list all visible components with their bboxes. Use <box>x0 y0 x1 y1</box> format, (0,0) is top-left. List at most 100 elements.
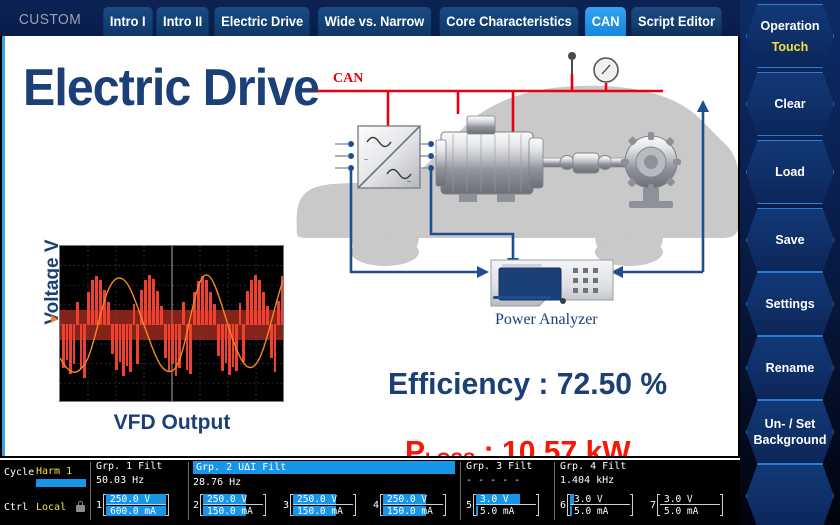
channel-current-fill <box>203 506 247 516</box>
channel-number: 7 <box>650 499 657 511</box>
channel-hline <box>660 504 721 505</box>
channel-voltage-fill <box>476 494 521 504</box>
channel-voltage-row: 250.0 V <box>106 494 167 505</box>
dynamometer-icon <box>621 132 681 208</box>
channel-1[interactable]: 1 250.0 V 600.0 mA <box>96 494 170 517</box>
ctrl-label: Ctrl <box>4 502 29 513</box>
group-4-block: Grp. 4 Filt 1.404 kHz <box>560 461 670 523</box>
drivetrain-diagram: CAN ~ ~ <box>291 38 738 358</box>
channel-bracket-left <box>380 494 384 516</box>
channel-number: 4 <box>373 499 380 511</box>
channel-number: 1 <box>96 499 103 511</box>
sidebar-button-load[interactable]: Load <box>746 140 834 204</box>
group-filter: Filt <box>262 462 287 473</box>
channel-current-row: 150.0 mA <box>383 506 443 517</box>
channel-6[interactable]: 6 3.0 V 5.0 mA <box>560 494 634 517</box>
channel-7[interactable]: 7 3.0 V 5.0 mA <box>650 494 724 517</box>
channel-5[interactable]: 5 3.0 V 5.0 mA <box>466 494 540 517</box>
group-2-header[interactable]: Grp. 2 UΔI Filt <box>193 461 455 474</box>
group-name: Grp. 4 <box>560 461 597 472</box>
group-mode: UΔI <box>238 462 257 473</box>
efficiency-value: 72.50 % <box>556 366 668 401</box>
svg-text:~: ~ <box>407 179 411 186</box>
channel-voltage-row: 250.0 V <box>383 494 443 505</box>
tab-can[interactable]: CAN <box>584 7 626 36</box>
group-4-frequency: 1.404 kHz <box>560 475 615 486</box>
tab-intro-ii[interactable]: Intro II <box>156 7 210 36</box>
channel-values: 3.0 V 5.0 mA <box>570 494 631 517</box>
channel-values: 250.0 V 150.0 mA <box>293 494 354 517</box>
tab-label: Script Editor <box>638 14 716 29</box>
cycle-value[interactable]: Harm 1 <box>36 466 73 477</box>
tab-wide-vs-narrow[interactable]: Wide vs. Narrow <box>317 7 431 36</box>
channel-current: 150.0 mA <box>387 506 433 517</box>
channel-current: 5.0 mA <box>664 506 699 517</box>
sidebar-button-empty[interactable] <box>746 464 834 525</box>
group-1-header[interactable]: Grp. 1 Filt <box>96 461 184 472</box>
sidebar-button-operation[interactable]: Operation Touch <box>746 4 834 68</box>
power-loss-readout: PLOSS : 10.57 kW <box>405 434 631 456</box>
channel-3[interactable]: 3 250.0 V 150.0 mA <box>283 494 357 517</box>
tab-label: Wide vs. Narrow <box>324 14 425 29</box>
tab-label: Intro I <box>109 14 146 29</box>
channel-bracket-right <box>353 494 357 516</box>
channel-voltage: 3.0 V <box>574 494 603 505</box>
sidebar-button-rename[interactable]: Rename <box>746 336 834 400</box>
channel-voltage: 250.0 V <box>110 494 151 505</box>
sidebar-button-settings[interactable]: Settings <box>746 272 834 336</box>
sidebar-button-line1: Un- / Set <box>764 417 816 431</box>
group-3-block: Grp. 3 Filt - - - - - <box>466 461 552 523</box>
group-filter: Filt <box>508 461 533 472</box>
channel-hline <box>570 504 631 505</box>
group-3-frequency: - - - - - <box>466 475 521 486</box>
channel-hline <box>383 504 444 505</box>
scope-waveform-display[interactable] <box>59 245 284 402</box>
tab-label: Core Characteristics <box>446 14 572 29</box>
channel-2[interactable]: 2 250.0 V 150.0 mA <box>193 494 267 517</box>
ploss-symbol: P <box>405 434 426 456</box>
channel-bracket-left <box>567 494 571 516</box>
group-1-frequency: 50.03 Hz <box>96 475 145 486</box>
tab-script-editor[interactable]: Script Editor <box>631 7 722 36</box>
ctrl-value[interactable]: Local <box>36 502 67 513</box>
group-filter: Filt <box>602 461 627 472</box>
tab-intro-i[interactable]: Intro I <box>103 7 152 36</box>
channel-current-row: 150.0 mA <box>203 506 263 517</box>
channel-bracket-left <box>200 494 204 516</box>
status-divider-2 <box>188 462 189 520</box>
group-3-header[interactable]: Grp. 3 Filt <box>466 461 552 472</box>
sidebar-button-clear[interactable]: Clear <box>746 72 834 136</box>
power-analyzer-label: Power Analyzer <box>495 311 598 328</box>
channel-current: 5.0 mA <box>480 506 515 517</box>
channel-hline <box>293 504 354 505</box>
tab-label: Intro II <box>163 14 203 29</box>
channel-current: 5.0 mA <box>574 506 609 517</box>
channel-current-row: 600.0 mA <box>106 506 167 517</box>
channel-4[interactable]: 4 250.0 V 150.0 mA <box>373 494 447 517</box>
channel-current-row: 5.0 mA <box>660 506 720 517</box>
channel-bracket-left <box>657 494 661 516</box>
channel-number: 5 <box>466 499 473 511</box>
sidebar-button-save[interactable]: Save <box>746 208 834 272</box>
tab-core-characteristics[interactable]: Core Characteristics <box>439 7 579 36</box>
channel-bracket-left <box>103 494 107 516</box>
trigger-level-marker-icon <box>51 315 58 323</box>
channel-voltage-fill <box>383 494 427 504</box>
status-divider-1 <box>90 462 91 520</box>
sidebar-button-line1: Settings <box>765 297 815 311</box>
tab-electric-drive[interactable]: Electric Drive <box>214 7 311 36</box>
channel-voltage: 3.0 V <box>664 494 693 505</box>
channel-current-fill <box>570 506 572 516</box>
ploss-separator: : <box>475 434 502 456</box>
sensor-icons <box>568 52 619 83</box>
page-title: Electric Drive <box>23 59 320 117</box>
group-4-header[interactable]: Grp. 4 Filt <box>560 461 670 472</box>
can-bus-wiring <box>317 74 663 160</box>
sidebar-button-line1: Operation <box>760 18 820 33</box>
channel-number: 2 <box>193 499 200 511</box>
group-2-block: Grp. 2 UΔI Filt 28.76 Hz <box>193 461 455 523</box>
sidebar-button-unset-background[interactable]: Un- / Set Background <box>746 400 834 464</box>
channel-bracket-right <box>630 494 634 516</box>
channel-values: 250.0 V 150.0 mA <box>203 494 264 517</box>
channel-voltage: 250.0 V <box>207 494 248 505</box>
